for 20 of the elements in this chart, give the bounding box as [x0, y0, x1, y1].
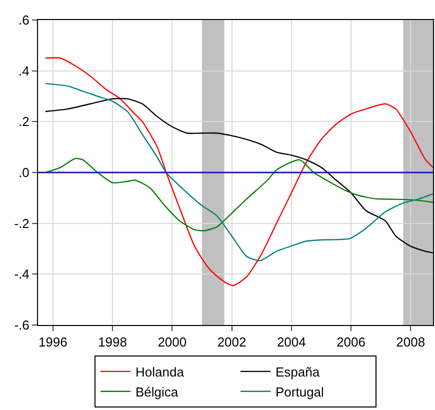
line-series [44, 158, 433, 232]
y-tick-label: .2 [18, 114, 30, 130]
y-tick-label: -.2 [14, 216, 30, 231]
y-tick-label: -.4 [14, 266, 30, 282]
y-tick-label: .6 [18, 12, 30, 28]
legend-label: Holanda [136, 364, 185, 380]
y-tick-label: .0 [18, 165, 30, 180]
legend-label: Portugal [276, 384, 324, 400]
y-tick-label: -.6 [14, 318, 30, 333]
x-tick-label: 1998 [98, 334, 127, 350]
y-tick-label: .4 [18, 63, 30, 78]
x-tick-label: 2006 [336, 334, 366, 350]
x-tick-label: 2004 [276, 334, 306, 350]
legend-label: España [276, 364, 320, 380]
x-tick-label: 2002 [217, 334, 246, 350]
legend-label: Bélgica [136, 384, 179, 400]
line-series [44, 57, 433, 286]
x-tick-label: 2008 [396, 334, 426, 350]
x-tick-label: 1996 [38, 334, 68, 350]
x-tick-label: 2000 [158, 334, 187, 350]
